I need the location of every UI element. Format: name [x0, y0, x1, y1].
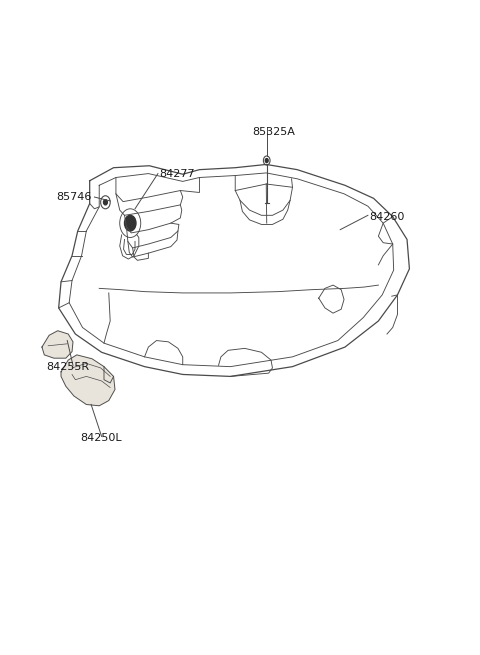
- Polygon shape: [42, 331, 73, 358]
- Text: 84260: 84260: [369, 212, 404, 221]
- Text: 85746: 85746: [56, 192, 92, 202]
- Circle shape: [124, 215, 136, 231]
- Text: 85325A: 85325A: [252, 127, 295, 137]
- Text: 84277: 84277: [159, 169, 194, 179]
- Circle shape: [104, 200, 108, 205]
- Text: 84250L: 84250L: [80, 434, 122, 443]
- Polygon shape: [61, 355, 115, 405]
- Circle shape: [265, 159, 268, 162]
- Text: 84255R: 84255R: [47, 362, 90, 371]
